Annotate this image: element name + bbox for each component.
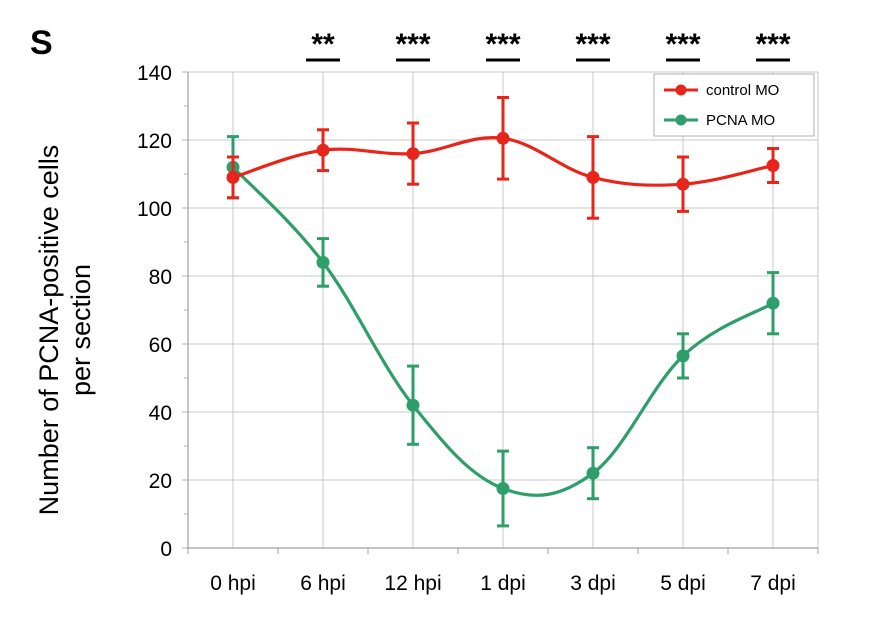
data-point [586, 466, 600, 480]
data-point [496, 131, 510, 145]
data-point [496, 482, 510, 495]
data-point [766, 296, 780, 310]
legend-label: PCNA MO [706, 112, 775, 129]
y-tick-label: 140 [137, 62, 172, 85]
x-tick-label: 12 hpi [384, 572, 441, 595]
y-tick-label: 100 [137, 198, 172, 221]
legend-label: control MO [706, 82, 779, 99]
series-layer [226, 96, 780, 528]
panel-label: S [30, 24, 53, 62]
data-point [226, 170, 240, 184]
legend-swatch-marker [675, 114, 687, 126]
y-tick-label: 40 [149, 402, 172, 425]
data-point [406, 398, 420, 412]
data-point [316, 143, 330, 157]
x-tick-label: 7 dpi [750, 572, 796, 595]
data-point [406, 147, 420, 161]
legend-swatch-marker [675, 84, 687, 96]
significance-mark: *** [395, 28, 430, 61]
x-tick-label: 0 hpi [210, 572, 256, 595]
significance-mark: *** [755, 28, 790, 61]
y-tick-label: 80 [149, 266, 172, 289]
x-tick-label: 1 dpi [480, 572, 526, 595]
series-control-mo [226, 96, 780, 220]
significance-mark: *** [575, 28, 610, 61]
x-tick-label: 3 dpi [570, 572, 616, 595]
significance-markers: ** *** *** *** *** *** [306, 28, 791, 62]
axes: 0 20 40 60 80 100 120 140 0 hpi 6 hpi 12 hpi 1 dpi 3… [137, 62, 819, 595]
y-tick-label: 120 [137, 130, 172, 153]
y-tick-label: 60 [149, 334, 172, 357]
significance-mark: *** [485, 28, 520, 61]
significance-mark: *** [665, 28, 700, 61]
data-point [676, 349, 690, 363]
data-point [766, 159, 780, 172]
y-tick-label: 0 [160, 538, 172, 561]
data-point [586, 170, 600, 184]
legend-box [653, 73, 815, 137]
x-tick-label: 6 hpi [300, 572, 346, 595]
data-point [676, 177, 690, 191]
x-tick-label: 5 dpi [660, 572, 706, 595]
significance-mark: ** [311, 28, 335, 61]
legend: control MO PCNA MO [653, 73, 815, 137]
data-point [316, 255, 330, 269]
y-tick-label: 20 [149, 470, 172, 493]
